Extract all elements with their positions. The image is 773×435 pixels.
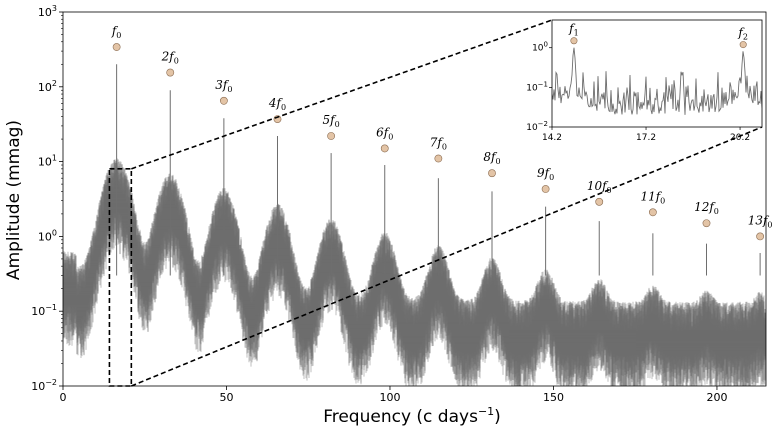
harmonic-label: 5f0: [323, 113, 340, 129]
spectrum-trace: [63, 159, 766, 386]
zoom-connector-top: [131, 19, 553, 170]
y-tick-label: 102: [38, 79, 57, 94]
main-spectrum-series: [63, 64, 766, 386]
harmonic-marker: [112, 43, 121, 51]
harmonic-marker: [327, 132, 336, 140]
plot-frame: [62, 11, 767, 387]
harmonic-label: 11f0: [640, 189, 665, 205]
inset-y-tick-label: 10−2: [526, 120, 548, 133]
y-tick-label: 100: [38, 228, 57, 243]
inset-peak-labels: f1 f2: [568, 22, 748, 42]
inset-peak-marker: [570, 37, 578, 45]
inset-axes: 14.2 17.2 20.2 10−2 10−1 100: [526, 19, 763, 143]
harmonic-label: 6f0: [376, 125, 393, 141]
harmonic-label: 10f0: [587, 179, 612, 195]
harmonic-marker: [219, 96, 228, 105]
harmonic-label: 3f0: [215, 78, 232, 94]
x-axis-title: Frequency (c days−1): [323, 405, 501, 427]
spectrum-trace: [63, 159, 766, 386]
zoom-connector-bottom: [131, 126, 763, 387]
inset-peak-label: f2: [737, 26, 748, 42]
y-tick-label: 101: [38, 154, 57, 169]
inset-markers: [570, 37, 747, 49]
harmonic-label: 4f0: [268, 96, 286, 112]
harmonic-label: 9f0: [537, 166, 554, 182]
x-tick-label: 150: [543, 391, 564, 404]
x-tick-label: 50: [219, 391, 233, 404]
inset-panel: f1 f2 14.2 17.2 20.2 10−2 10−1 100: [526, 19, 763, 143]
inset-x-tick-label: 20.2: [730, 133, 750, 143]
inset-x-tick-label: 14.2: [542, 133, 562, 143]
harmonic-marker: [648, 208, 657, 217]
y-tick-label: 103: [38, 4, 57, 19]
y-tick-label: 10−1: [31, 303, 57, 318]
inset-spectrum-series: [552, 47, 762, 115]
inset-peak-marker: [739, 41, 747, 49]
inset-x-tick-label: 17.2: [636, 133, 656, 143]
x-tick-label: 200: [706, 391, 727, 404]
harmonic-marker: [541, 185, 550, 193]
inset-y-tick-label: 10−1: [526, 80, 548, 93]
x-tick-label: 0: [60, 391, 67, 404]
spectrum-trace: [63, 158, 766, 386]
harmonic-marker: [488, 169, 496, 178]
spectrum-trace: [63, 159, 766, 386]
inset-frame: [551, 19, 763, 128]
inset-peak-label: f1: [568, 22, 579, 38]
spectrum-trace: [63, 160, 766, 386]
harmonic-marker: [380, 144, 389, 153]
inset-y-tick-label: 100: [532, 41, 548, 54]
harmonic-marker: [702, 219, 711, 228]
harmonic-label: 2f0: [161, 50, 179, 66]
y-tick-label: 10−2: [31, 378, 57, 393]
y-axis-title: Amplitude (mmag): [4, 120, 24, 280]
main-axes: 0 50 100 150 200 10−2 10−1 100 101 102 103: [31, 4, 767, 404]
harmonic-labels: f0 2f0 3f0 4f0 5f0 6f0 7f0 8f0 9f0 10f0 11f0 12f0 13…: [111, 24, 773, 229]
spectrum-trace: [63, 159, 766, 386]
inset-background: [552, 20, 762, 127]
harmonic-label: 8f0: [483, 150, 500, 166]
x-tick-label: 100: [379, 391, 400, 404]
harmonic-label: f0: [111, 24, 122, 40]
inset-spectrum-trace: [552, 47, 762, 115]
harmonic-label: 13f0: [748, 213, 773, 229]
harmonic-marker: [595, 197, 604, 206]
harmonic-marker: [166, 68, 175, 77]
harmonic-label: 7f0: [430, 136, 447, 152]
harmonic-label: 12f0: [694, 200, 719, 216]
harmonic-marker: [756, 232, 765, 241]
harmonic-marker: [434, 154, 443, 163]
